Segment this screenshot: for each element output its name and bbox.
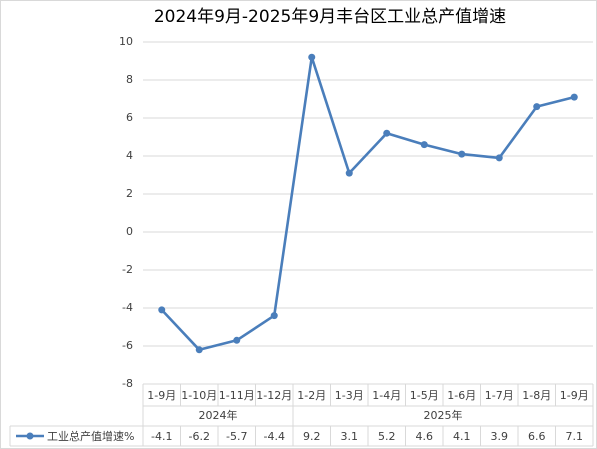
point [570, 93, 578, 101]
point [495, 154, 503, 162]
x-tick-label: 1-12月 [256, 389, 292, 402]
y-tick-label: 0 [126, 225, 133, 238]
y-tick-label: 6 [126, 111, 133, 124]
x-tick-label: 1-10月 [181, 389, 217, 402]
x-tick-label: 1-5月 [410, 389, 439, 402]
x-tick-label: 1-3月 [335, 389, 364, 402]
legend-label: 工业总产值增速% [47, 429, 134, 443]
group-label: 2025年 [424, 408, 463, 422]
x-tick-label: 1-9月 [147, 389, 176, 402]
point [158, 306, 166, 314]
point [458, 150, 466, 158]
table-value: 4.6 [416, 430, 434, 443]
point [383, 129, 391, 137]
y-tick-label: 4 [126, 149, 133, 162]
y-tick-label: -4 [122, 301, 133, 314]
point [233, 336, 241, 344]
x-tick-label: 1-4月 [372, 389, 401, 402]
table-value: 4.1 [453, 430, 471, 443]
chart-title: 2024年9月-2025年9月丰台区工业总产值增速 [154, 7, 506, 27]
y-tick-label: 2 [126, 187, 133, 200]
table-value: -5.7 [226, 430, 247, 443]
x-tick-label: 1-9月 [560, 389, 589, 402]
point [345, 169, 353, 177]
table-value: -4.4 [264, 430, 285, 443]
x-tick-label: 1-2月 [297, 389, 326, 402]
y-tick-label: -6 [122, 339, 133, 352]
group-label: 2024年 [199, 408, 238, 422]
x-tick-label: 1-7月 [485, 389, 514, 402]
point [308, 53, 316, 61]
point [420, 141, 428, 149]
y-tick-label: 8 [126, 73, 133, 86]
point [195, 346, 203, 354]
y-tick-label: -2 [122, 263, 133, 276]
y-tick-label: -8 [122, 377, 133, 390]
table-value: 6.6 [528, 430, 546, 443]
point [270, 312, 278, 320]
legend-marker [26, 432, 34, 440]
table-value: 3.9 [491, 430, 509, 443]
line [160, 55, 575, 352]
x-tick-label: 1-11月 [219, 389, 255, 402]
x-tick-label: 1-6月 [447, 389, 476, 402]
x-tick-label: 1-8月 [522, 389, 551, 402]
table-value: 3.1 [341, 430, 359, 443]
point [533, 103, 541, 111]
table-value: -4.1 [151, 430, 172, 443]
table-value: 5.2 [378, 430, 396, 443]
table-value: 9.2 [303, 430, 321, 443]
table-value: 7.1 [566, 430, 584, 443]
y-tick-label: 10 [119, 35, 133, 48]
table-value: -6.2 [189, 430, 210, 443]
